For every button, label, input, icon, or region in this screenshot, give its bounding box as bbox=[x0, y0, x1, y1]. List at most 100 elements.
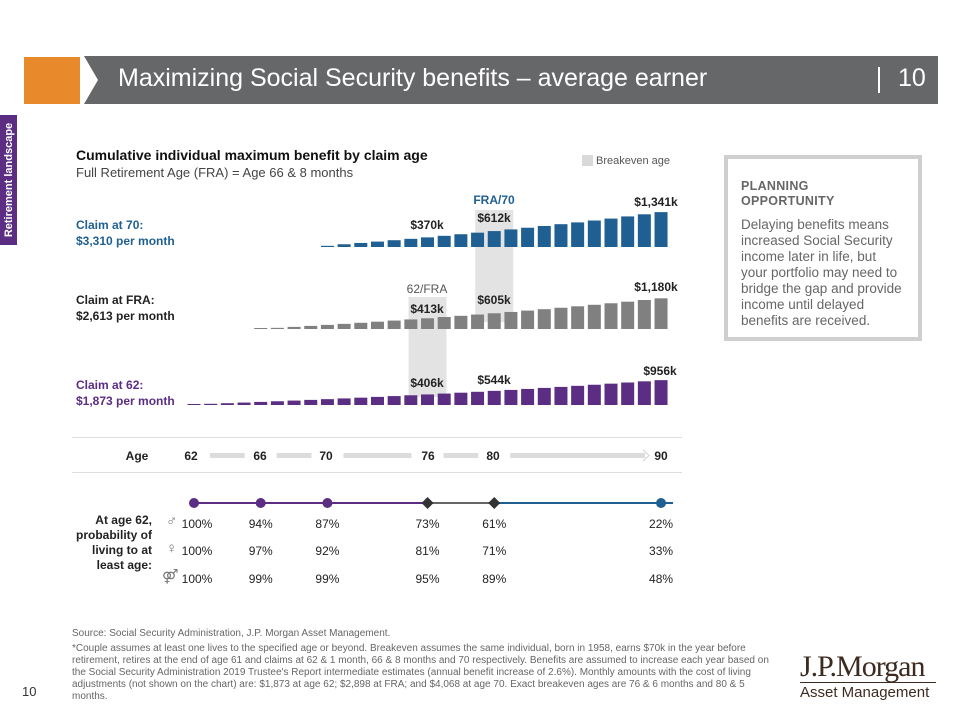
bar bbox=[421, 237, 435, 247]
bar bbox=[387, 320, 401, 329]
bar bbox=[421, 318, 435, 329]
axis-divider bbox=[72, 437, 682, 438]
bar bbox=[537, 225, 551, 247]
probability-value: 100% bbox=[181, 572, 213, 586]
data-label: $605k bbox=[477, 293, 511, 307]
bar bbox=[270, 327, 284, 329]
breakeven-label: 62/FRA bbox=[406, 282, 448, 296]
timeline-dot bbox=[255, 498, 266, 508]
x-tick-label: 76 bbox=[421, 449, 435, 463]
probability-label: At age 62, probability of living to at l… bbox=[76, 513, 152, 572]
probability-value: 89% bbox=[482, 572, 507, 586]
logo-subtitle: Asset Management bbox=[800, 684, 930, 701]
header-divider bbox=[878, 67, 880, 93]
data-label: $1,180k bbox=[634, 280, 678, 294]
bar bbox=[487, 313, 501, 329]
bar bbox=[254, 328, 268, 329]
bar bbox=[471, 314, 485, 329]
probability-value: 94% bbox=[248, 517, 273, 531]
data-label: $370k bbox=[410, 218, 444, 232]
axis-arrow-segment bbox=[210, 453, 245, 458]
series-label-62: Claim at 62: $1,873 per month bbox=[76, 378, 175, 408]
jpmorgan-logo: J.P.Morgan bbox=[800, 650, 925, 683]
x-tick-label: 80 bbox=[486, 449, 500, 463]
bar bbox=[254, 401, 268, 405]
header-bar bbox=[84, 56, 938, 104]
bar bbox=[187, 404, 201, 405]
bar bbox=[654, 298, 668, 329]
male-icon: ♂ bbox=[166, 513, 178, 530]
bar bbox=[337, 323, 351, 329]
probability-value: 33% bbox=[649, 544, 674, 558]
bar bbox=[404, 319, 418, 329]
x-tick-label: 70 bbox=[319, 449, 333, 463]
bar bbox=[487, 231, 501, 247]
bar bbox=[571, 306, 585, 329]
bar bbox=[654, 212, 668, 247]
probability-value: 81% bbox=[415, 544, 440, 558]
bar bbox=[237, 402, 251, 405]
probability-value: 92% bbox=[315, 544, 340, 558]
timeline-dot bbox=[656, 498, 667, 508]
bar bbox=[554, 307, 568, 329]
bar bbox=[354, 397, 368, 405]
data-label: $406k bbox=[410, 376, 444, 390]
planning-heading: PLANNING OPPORTUNITY bbox=[741, 179, 835, 208]
data-label: $413k bbox=[410, 302, 444, 316]
probability-value: 22% bbox=[649, 517, 674, 531]
bar bbox=[387, 240, 401, 247]
bar bbox=[554, 224, 568, 247]
bar bbox=[437, 317, 451, 329]
bar bbox=[337, 244, 351, 247]
bar bbox=[287, 326, 301, 329]
probability-value: 48% bbox=[649, 572, 674, 586]
bar bbox=[454, 315, 468, 329]
bar bbox=[404, 238, 418, 247]
page-number: 10 bbox=[22, 684, 37, 699]
source-note: Source: Social Security Administration, … bbox=[72, 628, 391, 639]
bar bbox=[521, 310, 535, 329]
timeline-dot bbox=[322, 498, 333, 508]
data-label: $612k bbox=[477, 211, 511, 225]
bar bbox=[354, 322, 368, 329]
bar bbox=[521, 227, 535, 247]
bar bbox=[621, 301, 635, 329]
axis-arrow-segment bbox=[443, 453, 479, 458]
data-label: $956k bbox=[643, 364, 677, 378]
bar bbox=[304, 325, 318, 329]
bar bbox=[320, 399, 334, 405]
breakeven-label: FRA/70 bbox=[473, 193, 515, 207]
bar bbox=[304, 399, 318, 405]
bar bbox=[454, 234, 468, 247]
bar bbox=[637, 381, 651, 405]
bar bbox=[487, 390, 501, 405]
bar bbox=[421, 394, 435, 405]
chart-title: Cumulative individual maximum benefit by… bbox=[76, 147, 428, 163]
bar bbox=[604, 383, 618, 405]
bar bbox=[571, 385, 585, 405]
timeline-dot bbox=[189, 498, 199, 508]
bar bbox=[504, 311, 518, 329]
probability-value: 100% bbox=[181, 544, 213, 558]
logo-rule bbox=[800, 682, 936, 683]
axis-divider bbox=[72, 472, 682, 473]
bar bbox=[587, 384, 601, 405]
breakeven-band-62-fra bbox=[408, 297, 447, 397]
axis-arrow-segment bbox=[343, 453, 412, 458]
x-tick-label: 90 bbox=[654, 449, 668, 463]
bar bbox=[637, 300, 651, 329]
probability-value: 99% bbox=[315, 572, 340, 586]
bar bbox=[270, 401, 284, 405]
legend-label: Breakeven age bbox=[596, 155, 670, 167]
data-label: $544k bbox=[477, 373, 511, 387]
bar bbox=[621, 216, 635, 247]
chart-subtitle: Full Retirement Age (FRA) = Age 66 & 8 m… bbox=[76, 165, 354, 180]
bar bbox=[370, 241, 384, 247]
bar bbox=[554, 386, 568, 405]
x-axis-title: Age bbox=[125, 449, 149, 463]
probability-value: 73% bbox=[415, 517, 440, 531]
series-label-fra: Claim at FRA: $2,613 per month bbox=[76, 293, 175, 323]
bar bbox=[320, 245, 334, 247]
section-tab: Retirement landscape bbox=[0, 115, 17, 245]
